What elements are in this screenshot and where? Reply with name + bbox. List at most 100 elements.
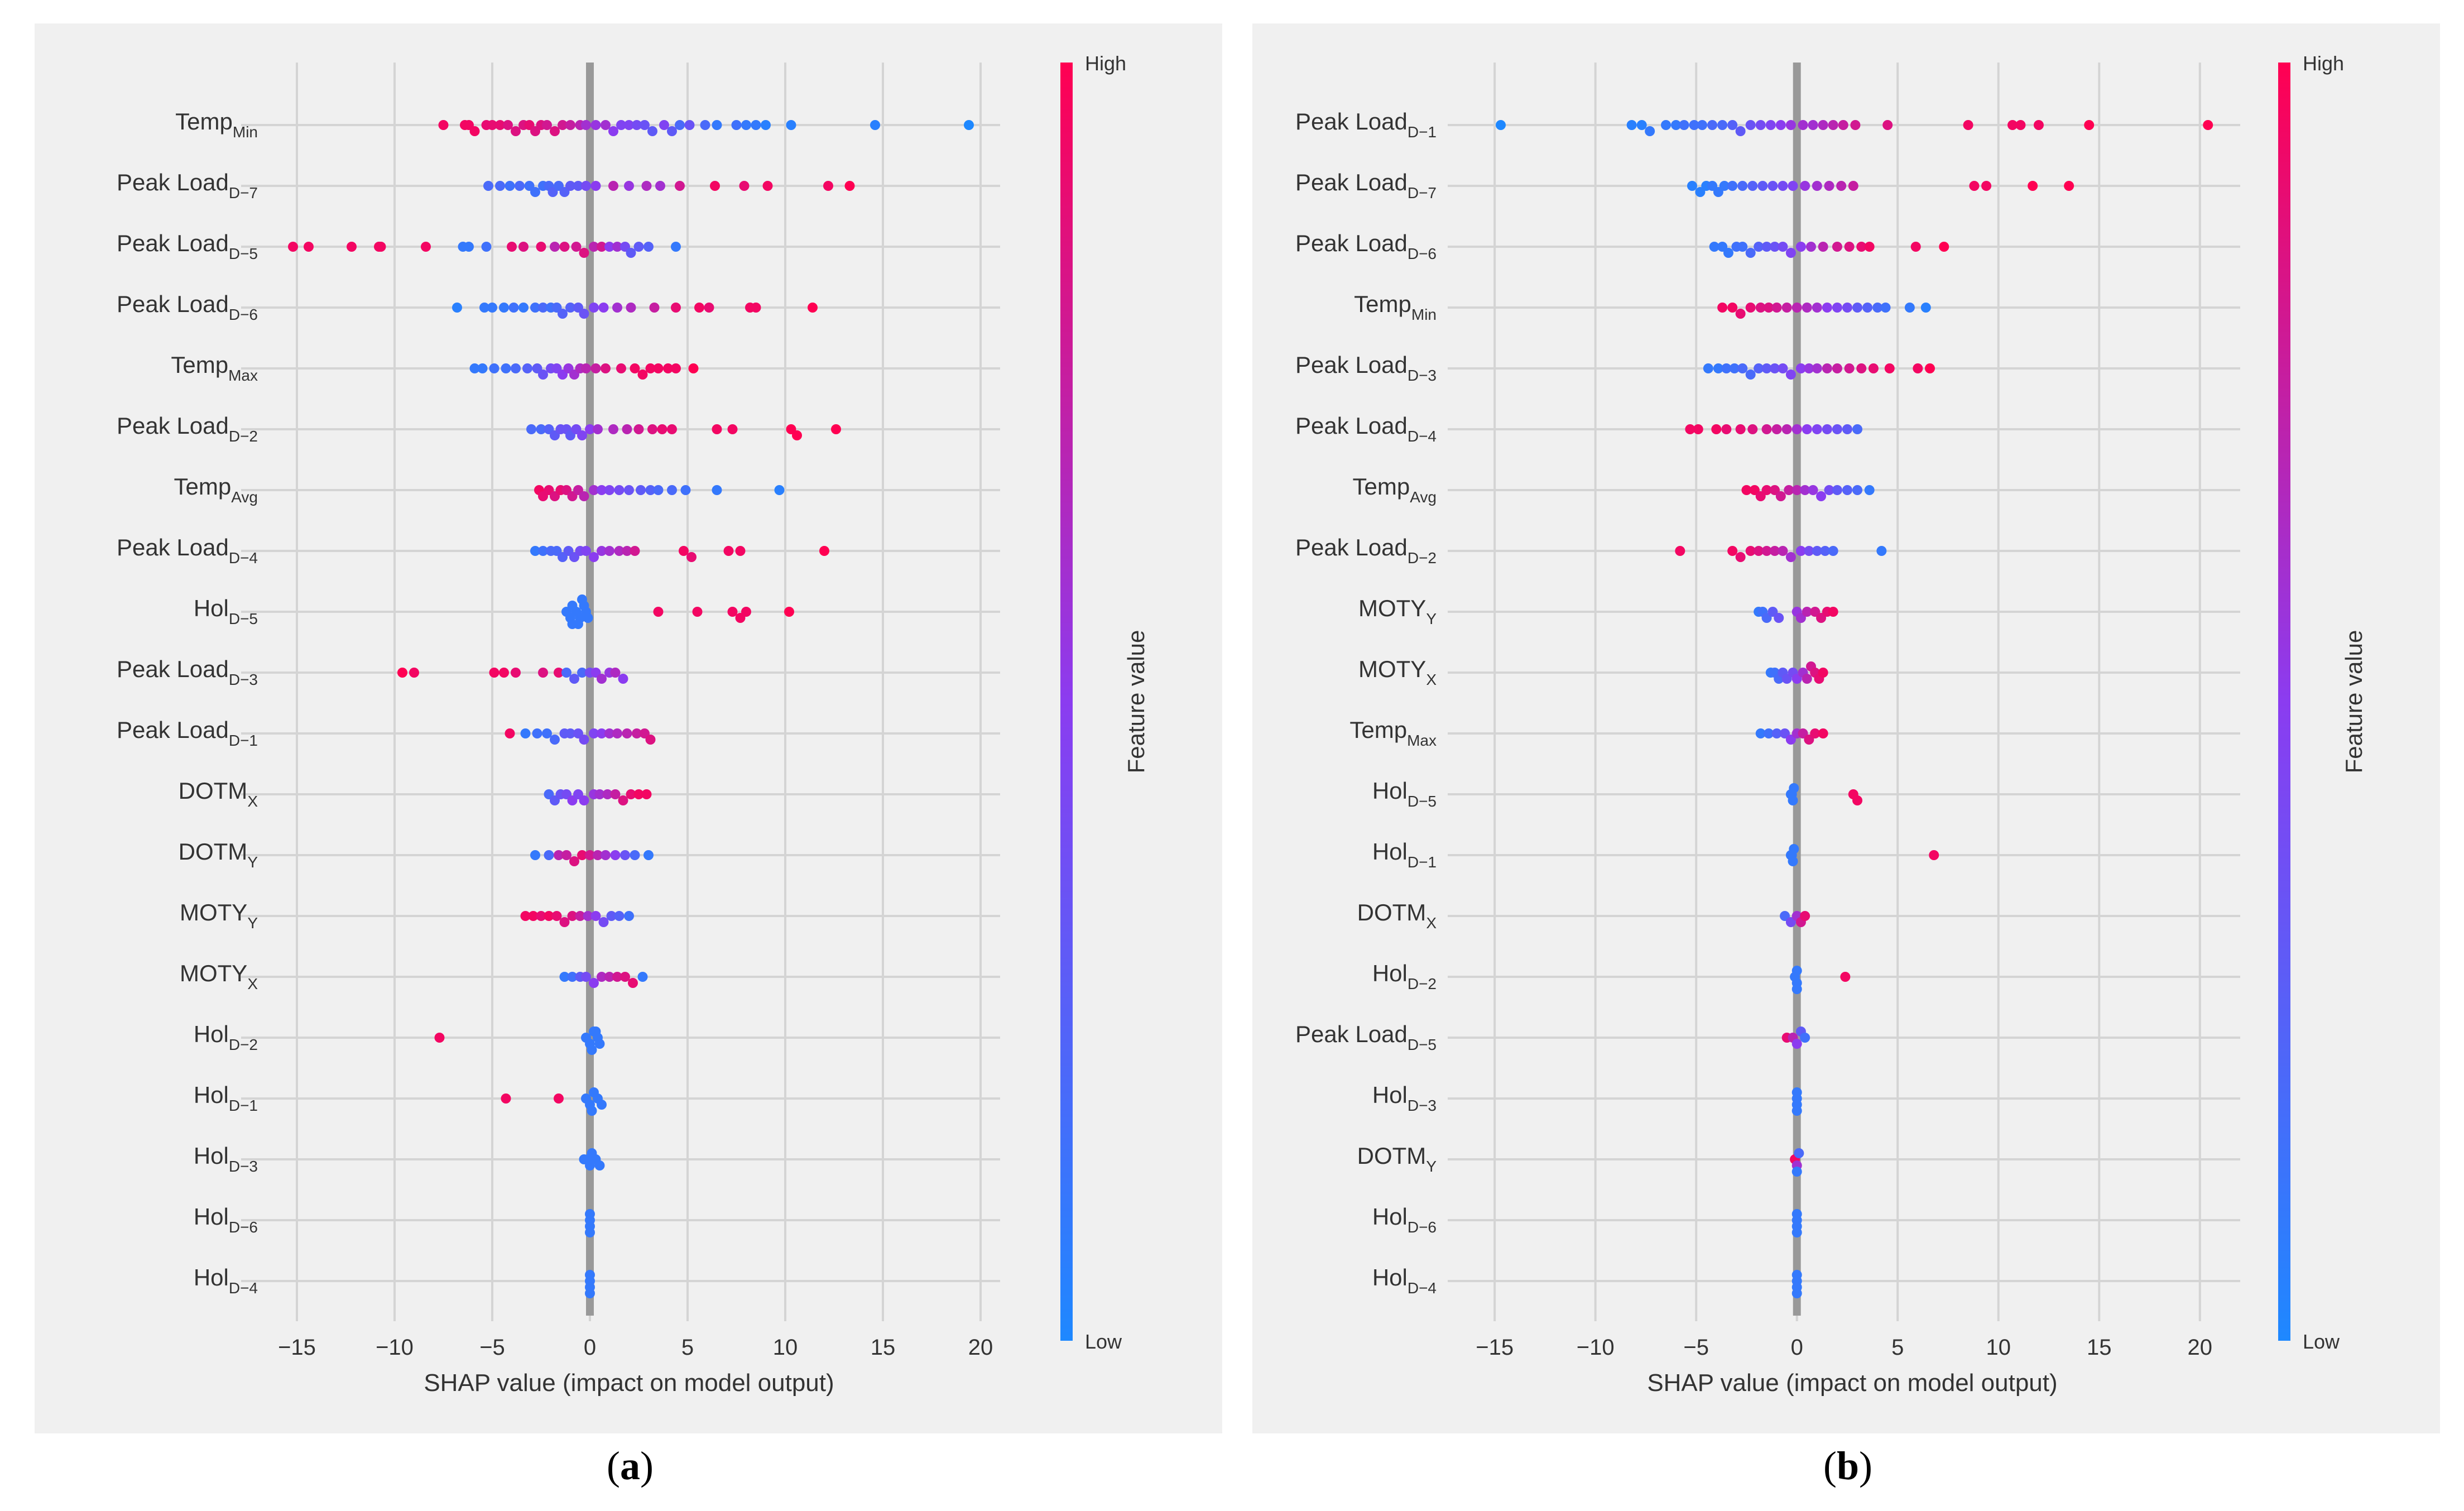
shap-point: [643, 242, 654, 252]
shap-point: [1804, 735, 1814, 745]
shap-point: [581, 120, 591, 130]
shap-point: [1816, 491, 1827, 501]
shap-point: [561, 850, 571, 860]
shap-point: [489, 363, 499, 373]
feature-label: MOTYX: [180, 960, 258, 992]
shap-point: [1810, 728, 1821, 738]
shap-point: [653, 485, 664, 495]
colorbar-title: Feature value: [1123, 630, 1149, 774]
shap-point: [1717, 242, 1728, 252]
shap-point: [1795, 613, 1806, 623]
shap-point: [1721, 363, 1732, 373]
shap-point: [622, 546, 632, 556]
shap-point: [1785, 552, 1796, 562]
feature-label: Peak LoadD−1: [117, 717, 258, 749]
shap-point: [692, 607, 703, 617]
shap-point: [608, 181, 618, 191]
shap-point: [1771, 728, 1782, 738]
shap-point: [501, 363, 511, 373]
shap-point: [1737, 181, 1748, 191]
shap-point: [1884, 363, 1895, 373]
shap-point: [1852, 424, 1863, 434]
shap-point: [1791, 485, 1802, 495]
shap-point: [1713, 363, 1723, 373]
shap-point: [1812, 424, 1822, 434]
feature-label: Peak LoadD−2: [117, 412, 258, 445]
shap-point: [585, 850, 595, 860]
shap-point: [647, 424, 657, 434]
shap-point: [614, 485, 625, 495]
shap-point: [604, 242, 614, 252]
shap-point: [1791, 1288, 1802, 1298]
shap-point: [1832, 242, 1842, 252]
feature-label: Peak LoadD−3: [117, 656, 258, 688]
shap-point: [751, 303, 761, 313]
shap-point: [581, 972, 591, 982]
x-tick-label: 15: [871, 1335, 896, 1360]
shap-point: [630, 363, 640, 373]
feature-label: TempMax: [1349, 717, 1437, 749]
shap-point: [583, 911, 593, 921]
shap-point: [536, 424, 546, 434]
x-tick-label: 5: [1891, 1335, 1904, 1360]
feature-label: HolD−6: [194, 1203, 258, 1236]
shap-point: [1780, 911, 1790, 921]
shap-chart-a: −15 −10 −5 0 5 10 15 20 TempMin Peak LoadD−7 Peak …: [117, 52, 1149, 1397]
shap-point: [1852, 485, 1863, 495]
shap-point: [589, 485, 599, 495]
shap-point: [2064, 181, 2074, 191]
shap-point: [1818, 728, 1828, 738]
shap-point: [624, 911, 634, 921]
shap-point: [844, 181, 855, 191]
feature-label: TempAvg: [1353, 473, 1437, 506]
shap-point: [1828, 120, 1838, 130]
shap-point: [637, 370, 648, 380]
shap-point: [565, 303, 575, 313]
shap-point: [653, 363, 664, 373]
shap-point: [1784, 485, 1794, 495]
shap-point: [612, 242, 622, 252]
shap-point: [573, 619, 583, 629]
shap-point: [438, 120, 449, 130]
shap-point: [601, 850, 611, 860]
shap-point: [1791, 424, 1802, 434]
colorbar-high-label: High: [2303, 52, 2344, 75]
shap-point: [1880, 303, 1891, 313]
shap-point: [481, 242, 492, 252]
shap-point: [1791, 966, 1802, 976]
feature-label: TempMin: [175, 108, 258, 141]
shap-point: [1745, 370, 1756, 380]
shap-point: [1770, 485, 1780, 495]
shap-point: [1812, 303, 1822, 313]
shap-point: [1780, 728, 1790, 738]
shap-point: [538, 546, 548, 556]
shap-point: [487, 303, 497, 313]
shap-point: [1671, 120, 1682, 130]
x-axis-label: SHAP value (impact on model output): [1647, 1369, 2057, 1397]
shap-point: [671, 363, 681, 373]
shap-point: [1791, 984, 1802, 994]
shap-point: [597, 728, 607, 738]
feature-label: HolD−3: [1372, 1082, 1437, 1114]
shap-point: [559, 972, 570, 982]
shap-point: [663, 363, 673, 373]
shap-point: [579, 795, 589, 805]
shap-point: [585, 1288, 595, 1298]
shap-point: [1747, 181, 1758, 191]
shap-point: [735, 546, 746, 556]
shap-point: [630, 546, 640, 556]
shap-point: [1844, 242, 1855, 252]
shap-point: [1735, 552, 1746, 562]
shap-point: [1791, 1087, 1802, 1097]
shap-point: [667, 485, 677, 495]
shap-point: [604, 972, 614, 982]
x-tick-label: 20: [2188, 1335, 2213, 1360]
shap-point: [694, 303, 704, 313]
shap-point: [1735, 424, 1746, 434]
colorbar: [2278, 63, 2290, 1341]
shap-point: [1808, 120, 1818, 130]
x-tick-label: 0: [1791, 1335, 1803, 1360]
feature-label: Peak LoadD−6: [117, 291, 258, 323]
shap-point: [614, 911, 625, 921]
shap-point: [622, 728, 632, 738]
